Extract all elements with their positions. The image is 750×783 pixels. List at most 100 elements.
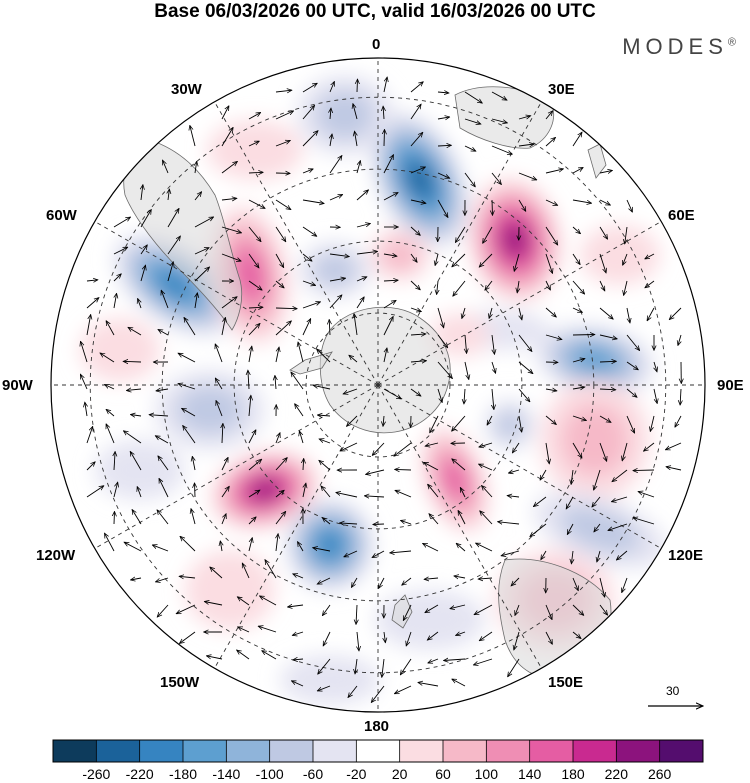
wind-vector-arrow — [163, 160, 169, 174]
wind-vector-arrow — [195, 483, 196, 498]
wind-vector-arrow — [329, 82, 334, 93]
wind-vector-arrow — [249, 395, 251, 417]
wind-vector-arrow — [206, 656, 223, 660]
wind-vector-arrow — [105, 384, 115, 390]
wind-vector-arrow — [195, 161, 197, 174]
wind-vector-arrow — [518, 144, 534, 146]
negative-anomaly-contour — [559, 506, 641, 554]
wind-vector-arrow — [291, 680, 304, 687]
wind-vector-arrow — [137, 487, 142, 498]
colorbar-swatch — [486, 740, 531, 762]
colorbar-tick-label: 180 — [561, 766, 585, 782]
colorbar-frame — [52, 739, 704, 763]
wind-vector-arrow — [221, 127, 233, 147]
colorbar-tick-label: -260 — [82, 766, 111, 782]
wind-vector-arrow — [158, 330, 169, 336]
wind-vector-arrow — [383, 388, 401, 399]
latitude-circle — [161, 168, 595, 602]
negative-anomaly-contour — [158, 271, 192, 299]
wind-vector-arrow — [248, 172, 263, 173]
wind-vector-arrow — [382, 658, 384, 677]
wind-vector-arrow — [302, 131, 318, 147]
wind-vector-arrow — [571, 550, 573, 564]
wind-vector-arrow — [519, 415, 522, 432]
wind-vector-arrow — [371, 685, 385, 703]
wind-vector-arrow — [295, 404, 304, 417]
wind-vector-arrow — [317, 685, 331, 691]
wind-vector-arrow — [157, 510, 169, 525]
wind-vector-arrow — [161, 290, 169, 309]
wind-vector-arrow — [113, 217, 131, 228]
wind-vector-arrow — [489, 307, 492, 318]
wind-vector-arrow — [427, 631, 439, 640]
wind-vector-arrow — [86, 315, 91, 336]
wind-vector-arrow — [357, 79, 358, 93]
wind-vector-arrow — [624, 280, 628, 295]
wind-vector-arrow — [178, 384, 196, 390]
wind-vector-arrow — [594, 469, 601, 490]
wind-vector-arrow — [349, 355, 358, 363]
wind-vector-arrow — [437, 388, 442, 403]
colorbar-tick-label: -60 — [302, 766, 324, 782]
wind-vector-arrow — [323, 631, 331, 646]
wind-vector-arrow — [329, 254, 349, 257]
wind-vector-arrow — [622, 577, 628, 593]
wind-vector-arrow — [303, 483, 306, 498]
wind-vector-arrow — [215, 378, 223, 390]
wind-vector-arrow — [410, 82, 423, 93]
wind-vector-arrow — [210, 567, 223, 579]
wind-vector-arrow — [383, 317, 393, 336]
wind-vector-arrow — [626, 415, 636, 433]
wind-vector-arrow — [437, 307, 444, 328]
wind-vector-arrow — [540, 469, 547, 480]
wind-vector-arrow — [482, 486, 493, 498]
wind-vector-arrow — [514, 253, 520, 271]
wind-vector-arrow — [86, 298, 99, 309]
positive-anomaly-contour — [580, 225, 660, 285]
wind-vector-arrow — [178, 353, 196, 363]
wind-vector-arrow — [402, 577, 412, 585]
wind-vector-arrow — [321, 486, 331, 498]
wind-vector-arrow — [418, 682, 439, 687]
wind-vector-arrow — [194, 217, 214, 228]
wind-vector-arrow — [599, 604, 608, 615]
wind-vector-arrow — [138, 299, 141, 309]
colorbar-tick-label: -100 — [255, 766, 284, 782]
wind-vector-arrow — [456, 543, 466, 552]
wind-vector-arrow — [480, 511, 493, 525]
negative-anomaly-contour — [313, 253, 357, 287]
wind-vector-arrow — [329, 156, 342, 174]
wind-vector-arrow — [275, 321, 291, 336]
positive-anomaly-contour — [207, 120, 303, 180]
wind-vector-arrow — [159, 478, 169, 498]
colorbar-tick-label: 260 — [647, 766, 672, 782]
wind-vector-arrow — [85, 402, 87, 417]
lon-label-60w: 60W — [46, 207, 77, 224]
wind-vector-arrow — [113, 482, 118, 498]
wind-vector-arrow — [221, 317, 225, 336]
wind-vector-arrow — [158, 456, 169, 471]
wind-vector-arrow — [425, 442, 439, 446]
wind-vector-arrow — [182, 408, 196, 417]
wind-vector-arrow — [248, 323, 260, 336]
page-title: Base 06/03/2026 00 UTC, valid 16/03/2026… — [154, 1, 596, 22]
wind-vector-arrow — [79, 374, 88, 390]
wind-vector-arrow — [313, 385, 331, 390]
wind-vector-arrow — [645, 253, 655, 259]
wind-vector-arrow — [437, 92, 449, 93]
wind-vector-arrow — [437, 199, 448, 218]
wind-vector-arrow — [275, 490, 284, 498]
wind-vector-arrow — [644, 442, 655, 451]
wind-vector-arrow — [458, 511, 466, 525]
meridian-line — [377, 384, 662, 549]
colorbar — [52, 739, 704, 763]
wind-vector-arrow — [221, 486, 229, 498]
wind-vector-arrow — [514, 631, 520, 650]
wind-vector-arrow — [248, 113, 261, 120]
wind-vector-arrow — [437, 280, 438, 295]
colorbar-swatch — [659, 740, 704, 762]
wind-vector-arrow — [444, 659, 466, 661]
wind-vector-arrow — [317, 349, 331, 363]
wind-vector-arrow — [626, 388, 637, 397]
wind-vector-arrow — [167, 236, 180, 255]
